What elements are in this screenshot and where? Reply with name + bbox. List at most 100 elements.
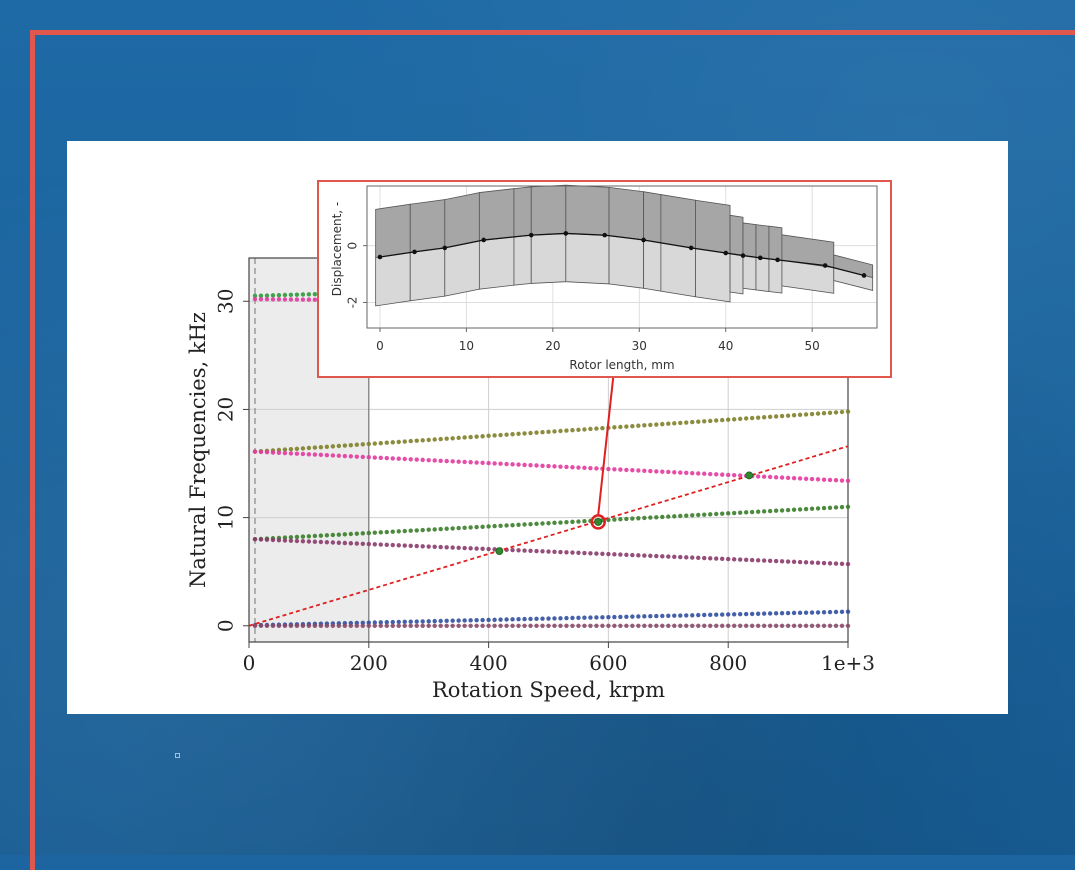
- data-point: [624, 552, 629, 558]
- data-point: [594, 466, 599, 471]
- data-point: [258, 296, 264, 302]
- data-point: [612, 614, 617, 620]
- data-point: [534, 521, 539, 527]
- data-point: [498, 432, 503, 438]
- data-point: [696, 419, 701, 424]
- data-point: [366, 530, 371, 536]
- data-point: [486, 623, 491, 628]
- data-point: [426, 457, 431, 463]
- slide-marker-dot: [175, 753, 180, 758]
- data-point: [312, 445, 318, 450]
- data-point: [516, 548, 521, 553]
- data-point: [743, 623, 749, 628]
- data-point: [456, 618, 461, 623]
- data-point: [270, 293, 276, 298]
- data-point: [845, 409, 851, 414]
- data-point: [785, 610, 791, 616]
- data-point: [348, 623, 354, 628]
- data-point: [809, 610, 815, 615]
- data-point: [839, 561, 845, 567]
- data-point: [624, 623, 629, 628]
- data-point: [342, 623, 348, 628]
- data-point: [666, 613, 671, 619]
- rotor-segment-lower: [375, 252, 411, 307]
- data-point: [726, 556, 731, 562]
- data-point: [785, 559, 791, 564]
- data-point: [636, 468, 641, 473]
- data-point: [570, 623, 575, 628]
- data-point: [516, 623, 521, 628]
- data-point: [510, 547, 515, 553]
- data-point: [839, 409, 845, 415]
- rotor-segment-upper: [608, 186, 645, 241]
- rotor-segment-upper: [695, 199, 731, 255]
- data-point: [540, 463, 545, 468]
- data-point: [708, 418, 713, 424]
- data-point: [438, 458, 443, 463]
- data-point: [288, 297, 294, 302]
- data-point: [726, 511, 731, 516]
- data-point: [791, 413, 797, 418]
- data-point: [552, 623, 557, 628]
- data-point: [426, 437, 431, 443]
- data-point: [714, 511, 719, 517]
- highlight-ring: [590, 514, 606, 530]
- data-point: [702, 612, 707, 618]
- data-point: [660, 613, 665, 619]
- data-point: [426, 527, 431, 532]
- data-point: [833, 478, 839, 483]
- inset-x-tick-label: 20: [545, 339, 560, 353]
- data-point: [708, 471, 713, 477]
- data-point: [396, 456, 401, 461]
- data-point: [540, 623, 545, 628]
- data-point: [761, 611, 767, 616]
- rotor-segment-lower: [660, 242, 696, 298]
- data-point: [618, 623, 623, 628]
- data-point: [282, 297, 288, 302]
- x-tick-label: 600: [589, 651, 627, 675]
- data-point: [714, 418, 719, 423]
- data-point: [648, 623, 653, 628]
- data-point: [390, 440, 395, 445]
- data-point: [252, 623, 258, 628]
- data-point: [546, 616, 551, 621]
- inset-y-tick-label: 0: [346, 242, 360, 250]
- data-point: [378, 623, 383, 628]
- data-point: [767, 611, 773, 616]
- data-point: [426, 619, 431, 624]
- data-point: [642, 468, 647, 473]
- data-point: [720, 472, 725, 477]
- data-point: [300, 623, 306, 628]
- x-tick-label: 800: [709, 651, 747, 675]
- data-point: [330, 453, 336, 458]
- data-point: [258, 293, 264, 298]
- data-point: [737, 611, 743, 617]
- data-point: [773, 611, 779, 616]
- data-point: [642, 515, 647, 521]
- mode-shape-node: [377, 254, 383, 260]
- rotor-segment-upper: [409, 199, 446, 253]
- data-point: [576, 427, 581, 432]
- data-point: [672, 613, 677, 618]
- mode-shape-chart: 0 10 20 30 40 50 -2 0 Rotor length, mm Displaceme…: [330, 184, 878, 372]
- data-point: [666, 554, 671, 559]
- data-point: [654, 469, 659, 474]
- data-point: [672, 470, 677, 475]
- rotor-segment: [742, 222, 757, 291]
- inset-plot-frame: [366, 185, 878, 329]
- data-point: [360, 531, 366, 536]
- data-point: [360, 442, 366, 447]
- data-point: [546, 623, 551, 628]
- data-point: [737, 510, 743, 515]
- data-point: [348, 531, 354, 537]
- data-point: [726, 472, 731, 478]
- data-point: [797, 610, 803, 616]
- data-point: [564, 615, 569, 621]
- data-point: [546, 549, 551, 554]
- data-point: [480, 546, 485, 551]
- data-point: [839, 478, 845, 483]
- data-point: [749, 557, 755, 563]
- data-point: [564, 464, 569, 470]
- data-point: [600, 425, 605, 431]
- data-point: [588, 623, 593, 628]
